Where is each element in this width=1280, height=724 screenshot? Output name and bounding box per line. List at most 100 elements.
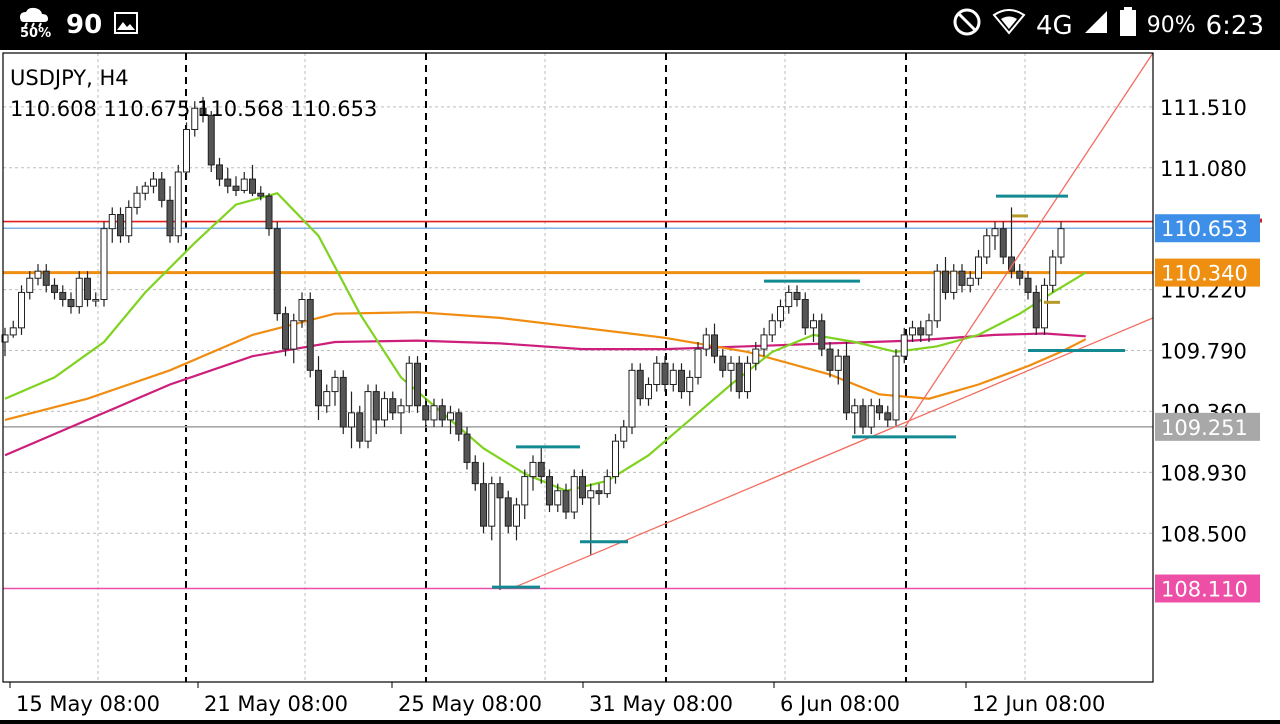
trendline-upper bbox=[904, 52, 1154, 428]
candle-bear bbox=[224, 178, 232, 187]
price-tag-label: 108.110 bbox=[1161, 578, 1248, 602]
candle-bull bbox=[141, 185, 149, 194]
candle-bear bbox=[504, 497, 512, 527]
candle-bull bbox=[991, 228, 999, 237]
candle-bear bbox=[84, 277, 91, 300]
candle-bear bbox=[455, 412, 463, 435]
candle-bull bbox=[669, 369, 677, 386]
y-tick-label: 108.500 bbox=[1160, 522, 1247, 546]
candle-bull bbox=[174, 171, 182, 237]
signal-icon bbox=[1083, 9, 1109, 42]
y-tick-label: 111.510 bbox=[1160, 96, 1247, 120]
candle-bull bbox=[1, 334, 9, 343]
candle-bull bbox=[405, 362, 413, 407]
candle-bear bbox=[356, 412, 364, 442]
candle-bull bbox=[298, 299, 306, 322]
candle-bear bbox=[1016, 270, 1024, 279]
candle-bear bbox=[265, 195, 273, 230]
do-not-disturb-icon bbox=[952, 7, 982, 44]
candle-bear bbox=[249, 178, 256, 194]
candle-bear bbox=[818, 320, 826, 350]
candle-bull bbox=[133, 192, 141, 208]
candle-bull bbox=[950, 270, 958, 293]
candle-bull bbox=[331, 376, 339, 393]
candle-bull bbox=[150, 178, 157, 187]
candle-bear bbox=[999, 228, 1007, 258]
candle-bear bbox=[942, 270, 949, 293]
candle-bull bbox=[348, 412, 355, 428]
candle-bear bbox=[711, 334, 718, 357]
candle-bull bbox=[529, 461, 537, 478]
candle-bull bbox=[892, 355, 900, 421]
candle-bull bbox=[587, 490, 595, 499]
candlestick-chart[interactable]: USDJPY, H4 110.608 110.675 110.568 110.6… bbox=[0, 50, 1280, 720]
candle-bull bbox=[694, 348, 702, 378]
x-tick-label: 21 May 08:00 bbox=[204, 692, 348, 716]
candle-bear bbox=[166, 199, 174, 237]
candle-bear bbox=[158, 178, 166, 201]
candle-bull bbox=[290, 320, 298, 350]
candle-bear bbox=[801, 299, 809, 329]
chart-area[interactable]: USDJPY, H4 110.608 110.675 110.568 110.6… bbox=[0, 50, 1280, 720]
candle-bull bbox=[777, 306, 784, 322]
candle-bear bbox=[257, 192, 265, 197]
candle-bull bbox=[364, 391, 372, 442]
candle-bear bbox=[414, 362, 421, 407]
candle-bull bbox=[867, 405, 875, 428]
price-tag bbox=[1155, 412, 1260, 441]
y-tick-label: 111.080 bbox=[1160, 157, 1247, 181]
candle-bull bbox=[1057, 228, 1065, 258]
candle-bear bbox=[306, 299, 314, 371]
candle-bull bbox=[191, 107, 199, 130]
y-tick-label: 109.790 bbox=[1160, 340, 1247, 364]
candle-bear bbox=[480, 483, 487, 527]
candle-bear bbox=[958, 270, 966, 286]
candle-bull bbox=[686, 376, 694, 393]
price-tag bbox=[1155, 258, 1260, 287]
candle-bear bbox=[859, 405, 867, 428]
price-tag bbox=[1155, 574, 1260, 603]
candle-bull bbox=[909, 327, 916, 336]
battery-percent: 90% bbox=[1146, 13, 1196, 38]
candle-bear bbox=[537, 461, 545, 478]
candle-bull bbox=[34, 270, 42, 279]
candle-bear bbox=[207, 114, 215, 166]
candle-bear bbox=[51, 284, 58, 293]
candle-bull bbox=[975, 256, 982, 279]
ohlc-label: 110.608 110.675 110.568 110.653 bbox=[10, 97, 377, 121]
candle-bull bbox=[125, 206, 133, 237]
candle-bull bbox=[620, 426, 628, 442]
candle-bull bbox=[381, 398, 388, 421]
candle-bull bbox=[521, 476, 529, 506]
candle-bear bbox=[917, 327, 925, 336]
candle-bear bbox=[67, 299, 75, 308]
candle-bull bbox=[966, 277, 974, 286]
x-tick-label: 25 May 08:00 bbox=[398, 692, 542, 716]
ema-magenta-line bbox=[4, 332, 1086, 457]
candle-bull bbox=[513, 504, 520, 527]
candle-bear bbox=[735, 362, 743, 393]
candle-bull bbox=[603, 476, 611, 495]
symbol-label: USDJPY, H4 bbox=[10, 66, 129, 90]
candle-bear bbox=[422, 405, 430, 421]
candle-bear bbox=[42, 270, 50, 286]
candle-bull bbox=[925, 320, 933, 336]
x-tick-label: 15 May 08:00 bbox=[16, 692, 160, 716]
weather-icon: 50% bbox=[18, 6, 54, 44]
candle-bear bbox=[339, 376, 347, 428]
candle-bear bbox=[1032, 291, 1040, 329]
candle-bull bbox=[100, 228, 108, 301]
candle-bull bbox=[760, 334, 768, 350]
candle-bull bbox=[834, 355, 842, 371]
candle-bull bbox=[645, 384, 652, 400]
candle-bull bbox=[851, 405, 859, 414]
candle-bear bbox=[595, 490, 603, 495]
price-tag-label: 110.653 bbox=[1161, 217, 1248, 241]
candle-bear bbox=[463, 433, 471, 463]
candle-bear bbox=[117, 214, 124, 237]
wifi-icon bbox=[992, 9, 1026, 42]
network-type: 4G bbox=[1036, 10, 1073, 41]
price-tag-label: 109.251 bbox=[1161, 416, 1248, 440]
candle-bull bbox=[9, 327, 17, 336]
plot-border bbox=[2, 52, 1154, 683]
